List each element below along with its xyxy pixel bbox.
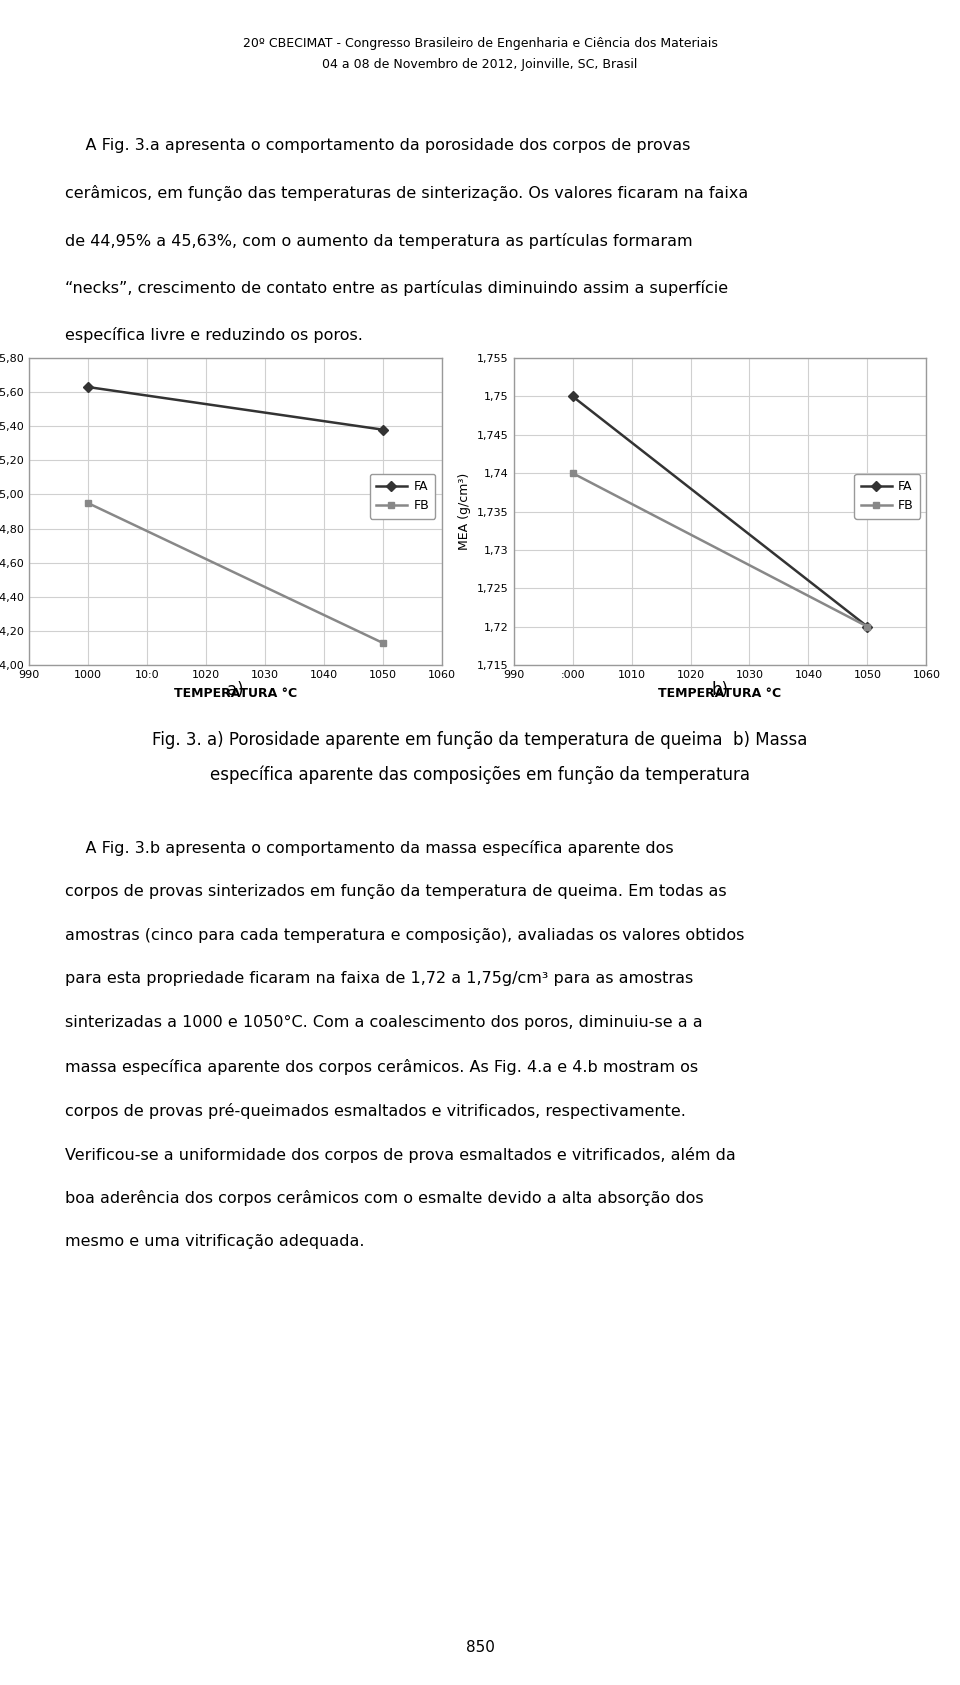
Text: massa específica aparente dos corpos cerâmicos. As Fig. 4.a e 4.b mostram os: massa específica aparente dos corpos cer… <box>65 1060 699 1075</box>
Text: mesmo e uma vitrificação adequada.: mesmo e uma vitrificação adequada. <box>65 1235 365 1249</box>
FA <box>82 377 93 398</box>
Text: “necks”, crescimento de contato entre as partículas diminuindo assim a superfíci: “necks”, crescimento de contato entre as… <box>65 280 729 295</box>
Text: de 44,95% a 45,63%, com o aumento da temperatura as partículas formaram: de 44,95% a 45,63%, com o aumento da tem… <box>65 233 693 248</box>
Text: específica aparente das composições em função da temperatura: específica aparente das composições em f… <box>210 765 750 784</box>
Text: 20º CBECIMAT - Congresso Brasileiro de Engenharia e Ciência dos Materiais: 20º CBECIMAT - Congresso Brasileiro de E… <box>243 37 717 51</box>
X-axis label: TEMPERATURA °C: TEMPERATURA °C <box>659 687 781 699</box>
Line: FA: FA <box>84 384 386 433</box>
Line: FB: FB <box>84 499 386 647</box>
Legend: FA, FB: FA, FB <box>854 473 920 519</box>
FB <box>377 634 389 654</box>
Text: A Fig. 3.a apresenta o comportamento da porosidade dos corpos de provas: A Fig. 3.a apresenta o comportamento da … <box>65 138 690 153</box>
Text: boa aderência dos corpos cerâmicos com o esmalte devido a alta absorção dos: boa aderência dos corpos cerâmicos com o… <box>65 1191 704 1206</box>
FA <box>377 420 389 440</box>
FA <box>566 386 578 406</box>
Text: a): a) <box>227 681 244 699</box>
Text: A Fig. 3.b apresenta o comportamento da massa específica aparente dos: A Fig. 3.b apresenta o comportamento da … <box>65 841 674 856</box>
Text: específica livre e reduzindo os poros.: específica livre e reduzindo os poros. <box>65 327 363 342</box>
Y-axis label: MEA (g/cm³): MEA (g/cm³) <box>459 473 471 549</box>
Text: b): b) <box>711 681 729 699</box>
Line: FA: FA <box>569 393 871 630</box>
X-axis label: TEMPERATURA °C: TEMPERATURA °C <box>174 687 297 699</box>
FB <box>566 463 578 484</box>
Text: corpos de provas sinterizados em função da temperatura de queima. Em todas as: corpos de provas sinterizados em função … <box>65 885 727 898</box>
FA <box>862 617 874 637</box>
Text: amostras (cinco para cada temperatura e composição), avaliadas os valores obtido: amostras (cinco para cada temperatura e … <box>65 928 745 942</box>
Text: cerâmicos, em função das temperaturas de sinterização. Os valores ficaram na fai: cerâmicos, em função das temperaturas de… <box>65 185 749 201</box>
Text: sinterizadas a 1000 e 1050°C. Com a coalescimento dos poros, diminuiu-se a a: sinterizadas a 1000 e 1050°C. Com a coal… <box>65 1016 703 1030</box>
Line: FB: FB <box>569 470 871 630</box>
Text: 850: 850 <box>466 1641 494 1655</box>
Legend: FA, FB: FA, FB <box>370 473 435 519</box>
FB <box>82 492 93 512</box>
FB <box>862 617 874 637</box>
Text: corpos de provas pré-queimados esmaltados e vitrificados, respectivamente.: corpos de provas pré-queimados esmaltado… <box>65 1104 686 1119</box>
Text: Fig. 3. a) Porosidade aparente em função da temperatura de queima  b) Massa: Fig. 3. a) Porosidade aparente em função… <box>153 731 807 750</box>
Text: para esta propriedade ficaram na faixa de 1,72 a 1,75g/cm³ para as amostras: para esta propriedade ficaram na faixa d… <box>65 972 693 986</box>
Text: 04 a 08 de Novembro de 2012, Joinville, SC, Brasil: 04 a 08 de Novembro de 2012, Joinville, … <box>323 57 637 71</box>
Text: Verificou-se a uniformidade dos corpos de prova esmaltados e vitrificados, além : Verificou-se a uniformidade dos corpos d… <box>65 1147 736 1163</box>
